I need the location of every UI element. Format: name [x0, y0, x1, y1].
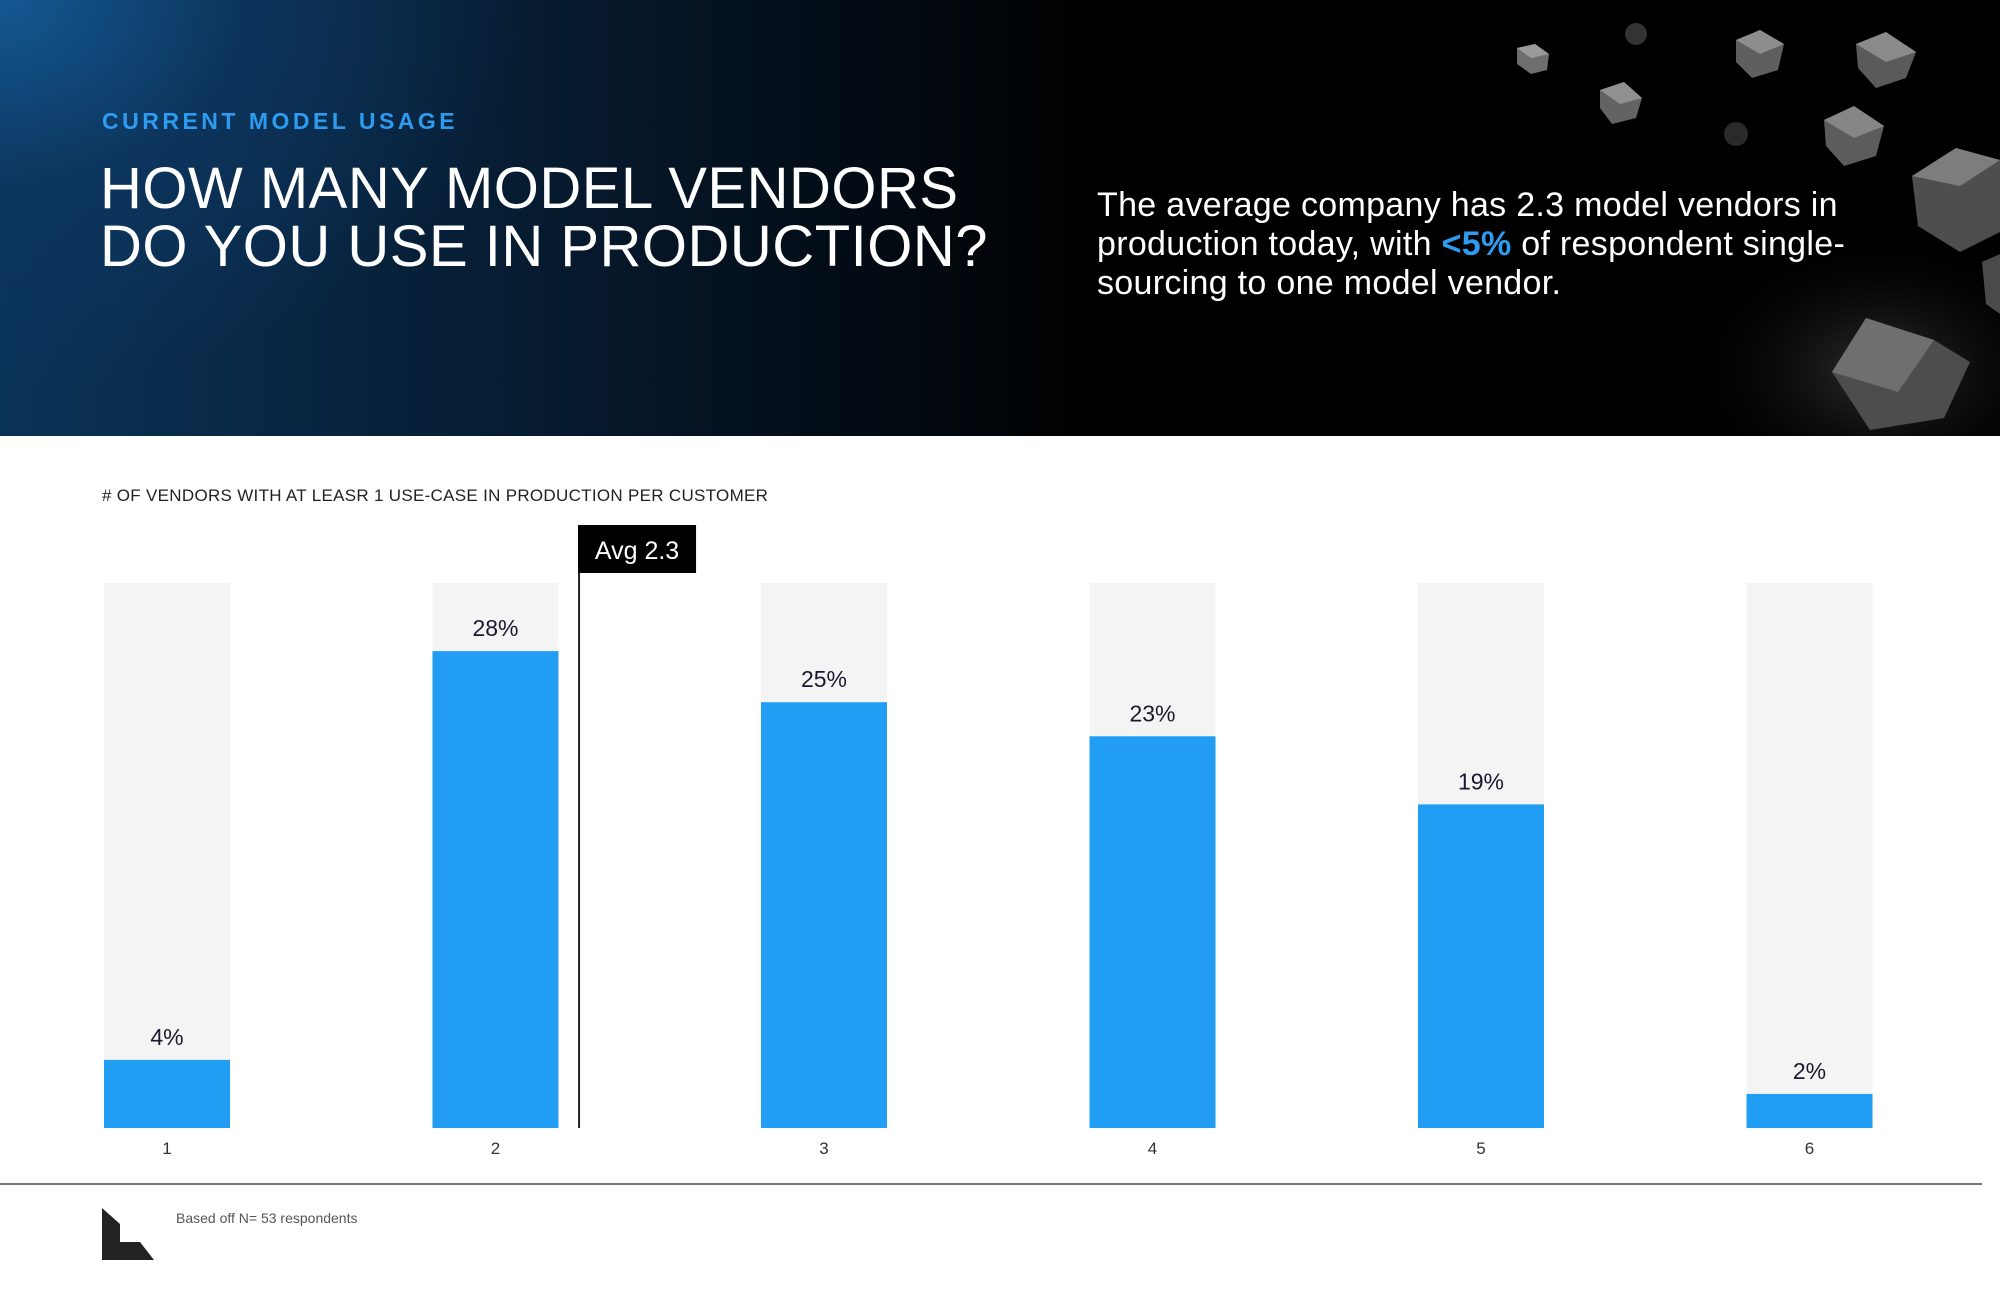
cube-icon	[1600, 82, 1642, 124]
bar-track	[1746, 583, 1873, 1128]
decorative-cubes	[1517, 23, 2000, 436]
bar-value-label: 4%	[150, 1024, 183, 1050]
cube-icon	[1517, 44, 1549, 74]
section-eyebrow: CURRENT MODEL USAGE	[102, 108, 459, 134]
x-tick-label: 6	[1805, 1139, 1814, 1158]
hero-banner: CURRENT MODEL USAGE HOW MANY MODEL VENDO…	[0, 0, 2000, 436]
summary-after: of respondent single-sourcing to one mod…	[1097, 225, 1846, 302]
footnote: Based off N= 53 respondents	[176, 1210, 358, 1226]
x-tick-label: 2	[491, 1139, 500, 1158]
bar-value-label: 2%	[1793, 1058, 1826, 1084]
bar	[1089, 736, 1216, 1128]
bar-track	[104, 583, 230, 1128]
bar	[432, 651, 559, 1128]
x-tick-label: 3	[819, 1139, 828, 1158]
x-tick-label: 5	[1476, 1139, 1485, 1158]
bar-value-label: 19%	[1458, 768, 1504, 794]
bar	[761, 702, 887, 1128]
cube-icon	[1912, 148, 2000, 252]
cube-icon	[1824, 106, 1884, 166]
cube-icon	[1982, 254, 2000, 314]
bar-chart: 4% 1 28% 2 25% 3 23% 4 19% 5 2% 6 Avg 2.3	[104, 525, 1873, 1158]
footer-divider	[0, 1183, 1982, 1185]
bar	[104, 1059, 230, 1128]
title-line-2: DO YOU USE IN PRODUCTION?	[100, 214, 988, 279]
bar-value-label: 28%	[472, 615, 518, 641]
bar	[1418, 804, 1544, 1128]
summary-before: The average company has 2.3 model vendor…	[1097, 186, 1838, 263]
summary-text: The average company has 2.3 model vendor…	[1097, 186, 1927, 303]
chart-title: # OF VENDORS WITH AT LEASR 1 USE-CASE IN…	[102, 486, 769, 505]
cube-icon	[1832, 318, 1970, 430]
x-tick-label: 1	[162, 1139, 171, 1158]
average-label: Avg 2.3	[595, 537, 679, 565]
bar-value-label: 25%	[801, 666, 847, 692]
summary-highlight: <5%	[1441, 225, 1512, 263]
bar	[1746, 1093, 1873, 1128]
corner-logo-icon	[102, 1208, 154, 1260]
page-title: HOW MANY MODEL VENDORS DO YOU USE IN PRO…	[100, 160, 1060, 276]
title-line-1: HOW MANY MODEL VENDORS	[100, 156, 959, 221]
cube-icon	[1736, 30, 1784, 78]
average-badge	[578, 525, 697, 573]
cube-icon	[1856, 32, 1916, 88]
x-tick-label: 4	[1148, 1139, 1157, 1158]
bar-value-label: 23%	[1129, 700, 1175, 726]
